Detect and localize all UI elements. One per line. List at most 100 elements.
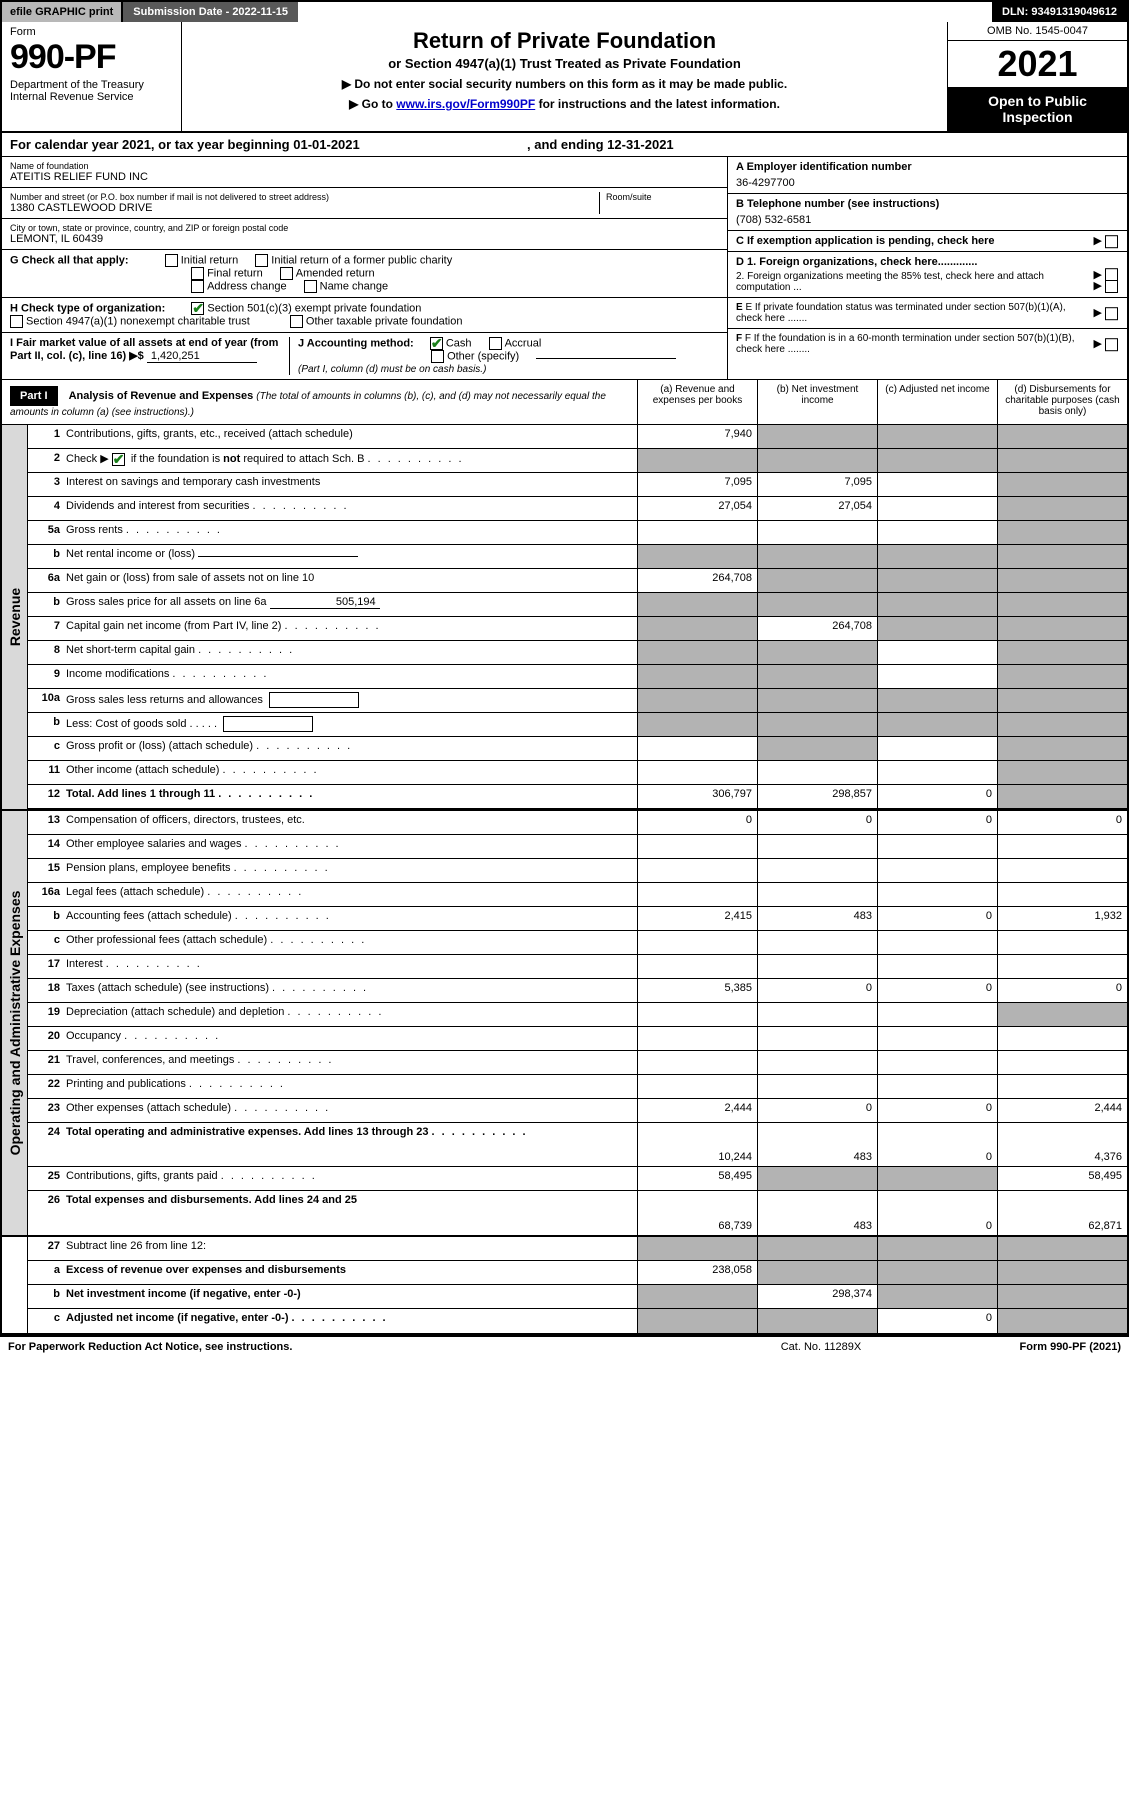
topbar: efile GRAPHIC print Submission Date - 20…	[2, 2, 1127, 22]
row-3-num: 3	[28, 473, 64, 496]
row-13-a: 0	[637, 811, 757, 834]
row-24-b: 483	[757, 1123, 877, 1166]
addr-label: Number and street (or P.O. box number if…	[10, 192, 599, 202]
checkbox-final-return[interactable]	[191, 267, 204, 280]
d-row: D 1. Foreign organizations, check here..…	[728, 252, 1127, 298]
row-25-b	[757, 1167, 877, 1190]
checkbox-schb[interactable]	[112, 453, 125, 466]
checkbox-e[interactable]	[1105, 307, 1118, 320]
row-5a-b	[757, 521, 877, 544]
row-14-num: 14	[28, 835, 64, 858]
open-to-public: Open to Public Inspection	[948, 87, 1127, 131]
row-11-c	[877, 761, 997, 784]
e-row: E E If private foundation status was ter…	[728, 298, 1127, 329]
row-3-c	[877, 473, 997, 496]
row-14-c	[877, 835, 997, 858]
row-22-c	[877, 1075, 997, 1098]
row-5b-d	[997, 545, 1127, 568]
row-2-desc: Check ▶ if the foundation is not require…	[64, 449, 637, 472]
g-row: G Check all that apply: Initial return I…	[2, 250, 727, 298]
row-6a-d	[997, 569, 1127, 592]
f-label: F If the foundation is in a 60-month ter…	[736, 333, 1075, 355]
g-opt-3: Amended return	[296, 267, 375, 279]
irs-link[interactable]: www.irs.gov/Form990PF	[396, 97, 535, 111]
row-1: 1 Contributions, gifts, grants, etc., re…	[28, 425, 1127, 449]
a-label: A Employer identification number	[736, 161, 1119, 173]
row-20-a	[637, 1027, 757, 1050]
revenue-section: Revenue 1 Contributions, gifts, grants, …	[2, 425, 1127, 811]
row-3-b: 7,095	[757, 473, 877, 496]
row-10c-num: c	[28, 737, 64, 760]
row-27c-num: c	[28, 1309, 64, 1333]
info-right: A Employer identification number 36-4297…	[727, 157, 1127, 379]
row-6a-c	[877, 569, 997, 592]
row-20-b	[757, 1027, 877, 1050]
row-5a-c	[877, 521, 997, 544]
row-6b-d	[997, 593, 1127, 616]
row-27-d	[997, 1237, 1127, 1260]
row-15-d	[997, 859, 1127, 882]
row-16a-num: 16a	[28, 883, 64, 906]
row-5b-b	[757, 545, 877, 568]
row-26-a: 68,739	[637, 1191, 757, 1235]
checkbox-initial-return-former[interactable]	[255, 254, 268, 267]
d1-label: D 1. Foreign organizations, check here..…	[736, 256, 977, 268]
row-12: 12 Total. Add lines 1 through 11 306,797…	[28, 785, 1127, 809]
row-27-rows: 27 Subtract line 26 from line 12: a Exce…	[28, 1237, 1127, 1333]
row-19-desc: Depreciation (attach schedule) and deple…	[64, 1003, 637, 1026]
row-6a-b	[757, 569, 877, 592]
checkbox-amended-return[interactable]	[280, 267, 293, 280]
h-opt-2: Section 4947(a)(1) nonexempt charitable …	[26, 315, 250, 327]
row-4-a: 27,054	[637, 497, 757, 520]
row-10b: b Less: Cost of goods sold . . . . .	[28, 713, 1127, 737]
h-opt-3: Other taxable private foundation	[306, 315, 463, 327]
row-25: 25 Contributions, gifts, grants paid 58,…	[28, 1167, 1127, 1191]
row-10a-b	[757, 689, 877, 712]
checkbox-4947a1[interactable]	[10, 315, 23, 328]
row-20-c	[877, 1027, 997, 1050]
row-16c-b	[757, 931, 877, 954]
row-15-num: 15	[28, 859, 64, 882]
row-27c-d	[997, 1309, 1127, 1333]
row-16b-num: b	[28, 907, 64, 930]
checkbox-f[interactable]	[1105, 338, 1118, 351]
row-27-spacer	[2, 1237, 28, 1333]
checkbox-501c3[interactable]	[191, 302, 204, 315]
row-13-b: 0	[757, 811, 877, 834]
row-16c-a	[637, 931, 757, 954]
c-label: C If exemption application is pending, c…	[736, 235, 995, 247]
g-opt-2: Final return	[207, 267, 263, 279]
part1-desc: Part I Analysis of Revenue and Expenses …	[2, 380, 637, 424]
page-footer: For Paperwork Reduction Act Notice, see …	[0, 1337, 1129, 1357]
note2-pre: ▶ Go to	[349, 97, 396, 111]
row-3: 3 Interest on savings and temporary cash…	[28, 473, 1127, 497]
row-23-c: 0	[877, 1099, 997, 1122]
checkbox-initial-return[interactable]	[165, 254, 178, 267]
row-27a-d	[997, 1261, 1127, 1284]
checkbox-address-change[interactable]	[191, 280, 204, 293]
checkbox-d2[interactable]	[1105, 280, 1118, 293]
row-5a-desc: Gross rents	[64, 521, 637, 544]
checkbox-other-taxable[interactable]	[290, 315, 303, 328]
checkbox-c[interactable]	[1105, 235, 1118, 248]
row-7: 7 Capital gain net income (from Part IV,…	[28, 617, 1127, 641]
info-left: Name of foundation ATEITIS RELIEF FUND I…	[2, 157, 727, 379]
checkbox-cash[interactable]	[430, 337, 443, 350]
row-5b-a	[637, 545, 757, 568]
footer-paperwork: For Paperwork Reduction Act Notice, see …	[8, 1341, 721, 1353]
efile-print-button[interactable]: efile GRAPHIC print	[2, 2, 123, 22]
checkbox-accrual[interactable]	[489, 337, 502, 350]
row-4-c	[877, 497, 997, 520]
form-title: Return of Private Foundation	[192, 28, 937, 54]
checkbox-name-change[interactable]	[304, 280, 317, 293]
row-27b-b: 298,374	[757, 1285, 877, 1308]
revenue-sidelabel: Revenue	[2, 425, 28, 809]
row-7-desc: Capital gain net income (from Part IV, l…	[64, 617, 637, 640]
row-4-b: 27,054	[757, 497, 877, 520]
row-24-c: 0	[877, 1123, 997, 1166]
row-14-b	[757, 835, 877, 858]
row-26-d: 62,871	[997, 1191, 1127, 1235]
row-6a-desc: Net gain or (loss) from sale of assets n…	[64, 569, 637, 592]
row-10c-b	[757, 737, 877, 760]
row-16b: b Accounting fees (attach schedule) 2,41…	[28, 907, 1127, 931]
